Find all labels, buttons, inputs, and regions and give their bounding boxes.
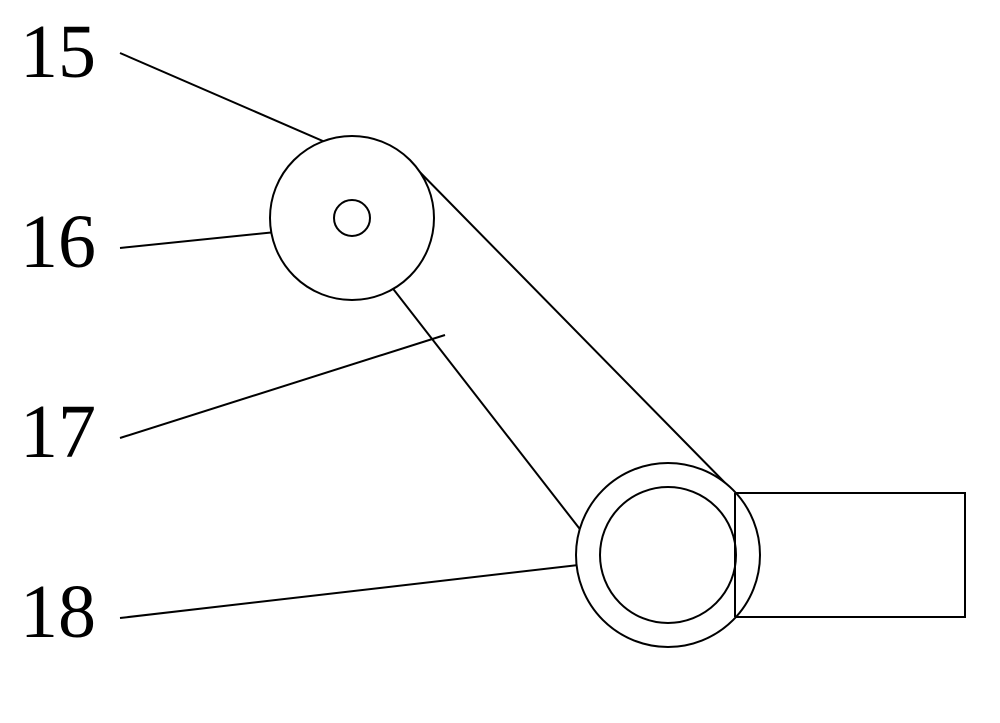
lower-circle-inner [600,487,736,623]
callout-label-17: 17 [20,389,96,476]
leader-line [120,335,445,438]
callout-label-15: 15 [20,9,96,96]
link-edge-top [406,158,735,493]
callout-label-16: 16 [20,199,96,286]
callout-label-18: 18 [20,569,96,656]
upper-circle-inner [334,200,370,236]
block-rect [735,493,965,617]
